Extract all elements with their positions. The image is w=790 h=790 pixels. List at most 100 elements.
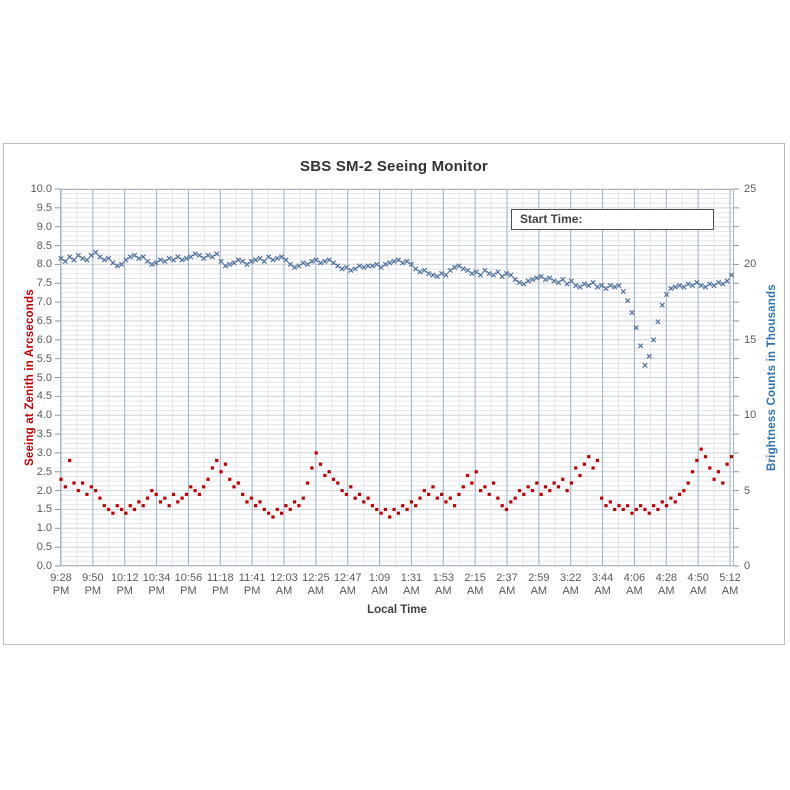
seeing-point xyxy=(496,496,500,500)
start-time-label: Start Time: xyxy=(520,212,583,226)
seeing-point xyxy=(210,466,214,470)
seeing-point xyxy=(504,507,509,512)
x-tick-label: 2:37 AM xyxy=(484,572,530,598)
seeing-point xyxy=(530,489,535,493)
x-tick-period: AM xyxy=(371,585,388,597)
right-axis-title: Brightness Counts in Thousands xyxy=(766,284,778,471)
brightness-point xyxy=(395,257,402,263)
x-tick-label: 4:50 AM xyxy=(675,572,721,598)
seeing-point xyxy=(284,504,288,508)
seeing-point xyxy=(137,500,141,504)
seeing-point xyxy=(639,504,643,508)
seeing-point xyxy=(656,507,660,512)
brightness-point xyxy=(503,270,510,277)
seeing-point xyxy=(219,470,223,474)
brightness-point xyxy=(157,257,164,263)
seeing-point xyxy=(331,477,336,481)
seeing-point xyxy=(202,485,206,489)
x-tick-period: AM xyxy=(721,585,739,597)
brightness-point xyxy=(231,260,237,266)
seeing-point xyxy=(245,500,249,504)
x-tick-period: PM xyxy=(180,585,197,597)
x-tick-label: 12:47 AM xyxy=(325,572,371,598)
brightness-point xyxy=(369,263,376,269)
brightness-point xyxy=(447,267,453,274)
seeing-point xyxy=(370,504,375,508)
x-tick-label: 4:06 AM xyxy=(611,572,657,598)
seeing-point xyxy=(63,485,67,489)
brightness-point xyxy=(586,282,592,289)
brightness-point xyxy=(707,281,713,287)
brightness-point xyxy=(75,252,81,258)
brightness-point xyxy=(348,267,354,274)
seeing-point xyxy=(336,481,340,485)
x-tick-time: 12:03 xyxy=(270,572,298,584)
seeing-point xyxy=(461,485,465,489)
left-tick-label: 9.0 xyxy=(36,220,52,233)
x-tick-label: 3:44 AM xyxy=(580,572,626,598)
brightness-point xyxy=(166,255,172,261)
brightness-point xyxy=(71,257,77,263)
seeing-point xyxy=(271,515,275,519)
seeing-point xyxy=(193,489,197,493)
seeing-point xyxy=(491,481,496,485)
seeing-point xyxy=(76,489,80,493)
seeing-point xyxy=(457,492,461,496)
brightness-point xyxy=(689,282,696,289)
brightness-point xyxy=(555,279,562,286)
x-tick-period: AM xyxy=(435,585,452,597)
brightness-point xyxy=(88,252,94,258)
brightness-point xyxy=(352,266,358,272)
brightness-point xyxy=(356,263,363,269)
left-tick-label: 5.0 xyxy=(36,371,52,384)
brightness-point xyxy=(84,257,90,263)
x-tick-time: 12:47 xyxy=(333,572,362,584)
brightness-point xyxy=(192,251,198,257)
brightness-point xyxy=(175,254,181,260)
seeing-point xyxy=(163,496,167,500)
brightness-point xyxy=(218,258,224,265)
brightness-point xyxy=(339,266,345,272)
brightness-point xyxy=(400,260,406,266)
brightness-point xyxy=(499,273,505,280)
x-tick-time: 10:34 xyxy=(142,572,171,584)
seeing-point xyxy=(556,485,561,489)
seeing-point xyxy=(115,504,119,508)
brightness-point xyxy=(521,281,527,287)
seeing-point xyxy=(292,500,297,504)
brightness-point xyxy=(625,297,631,304)
brightness-point xyxy=(655,319,661,325)
right-tick-label: 15 xyxy=(744,333,757,346)
seeing-point xyxy=(478,489,483,493)
brightness-point xyxy=(581,281,588,287)
x-tick-period: AM xyxy=(658,585,675,597)
seeing-point xyxy=(353,496,357,500)
left-tick-label: 7.5 xyxy=(36,277,52,290)
brightness-point xyxy=(291,264,298,271)
brightness-point xyxy=(170,257,177,263)
seeing-point xyxy=(158,500,163,504)
brightness-point xyxy=(672,284,678,290)
x-tick-label: 12:25 AM xyxy=(293,572,339,598)
x-tick-period: AM xyxy=(498,585,516,597)
brightness-point xyxy=(201,255,207,261)
seeing-point xyxy=(418,496,422,500)
brightness-point xyxy=(711,282,717,289)
seeing-point xyxy=(729,455,734,459)
brightness-point xyxy=(248,258,254,265)
start-time-input[interactable]: Start Time: xyxy=(511,209,714,230)
brightness-point xyxy=(417,269,423,275)
brightness-point xyxy=(343,264,350,271)
brightness-point xyxy=(123,257,129,263)
seeing-point xyxy=(197,492,202,496)
brightness-point xyxy=(564,281,570,287)
seeing-point xyxy=(470,481,474,485)
x-tick-label: 4:28 AM xyxy=(643,572,689,598)
seeing-point xyxy=(669,496,673,500)
brightness-point xyxy=(274,255,280,261)
brightness-point xyxy=(603,285,609,292)
brightness-point xyxy=(451,264,458,271)
brightness-point xyxy=(685,281,691,287)
seeing-point xyxy=(703,455,708,459)
brightness-point xyxy=(131,252,138,258)
